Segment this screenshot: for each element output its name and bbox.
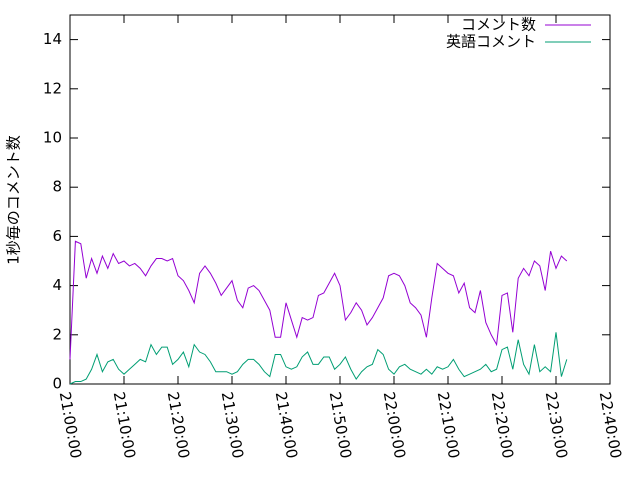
plot-border (69, 14, 611, 385)
y-tick-label: 10 (43, 129, 62, 147)
y-tick-label: 4 (52, 276, 62, 294)
legend-label: コメント数 (461, 16, 536, 34)
y-tick-label: 0 (52, 375, 62, 393)
y-tick-label: 14 (43, 30, 62, 48)
y-tick-label: 2 (52, 325, 62, 343)
series-line (69, 240, 568, 360)
y-axis-label: 1秒毎のコメント数 (5, 135, 23, 265)
y-tick-label: 8 (52, 178, 62, 196)
legend-label: 英語コメント (446, 33, 536, 51)
series-line (69, 332, 568, 385)
y-tick-label: 6 (52, 227, 62, 245)
y-tick-label: 12 (43, 79, 62, 97)
